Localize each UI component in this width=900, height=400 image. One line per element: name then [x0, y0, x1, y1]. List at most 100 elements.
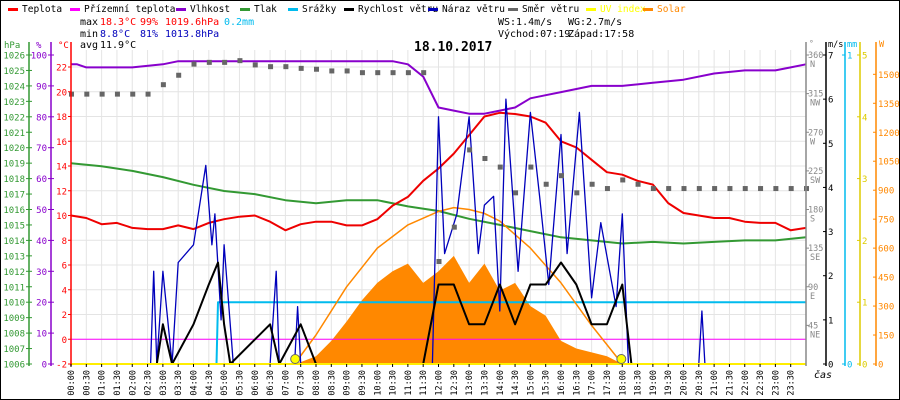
x-tick-label: 04:30: [205, 370, 215, 396]
solar-tick-label: 600: [878, 245, 894, 255]
humidity-tick-label: 30: [36, 268, 47, 278]
x-tick-label: 09:00: [343, 370, 353, 396]
x-axis-ticks: 00:00 00:30 01:00 01:30 02:00 02:30 03:00 03:30…: [67, 364, 797, 396]
wind-dir-point: [482, 156, 488, 161]
wind-dir-point: [84, 91, 90, 97]
solar-tick-label: 1350: [878, 100, 900, 110]
stats-max-label: max: [80, 17, 98, 28]
wind-dir-point: [589, 181, 595, 187]
x-tick-label: 19:00: [649, 370, 659, 396]
temperature-tick-label: 8: [62, 237, 67, 247]
humidity-tick-label: 20: [36, 299, 47, 309]
stats-avg-temp: 11.9°C: [100, 40, 136, 51]
legend-label: Solar: [657, 4, 686, 15]
humidity-tick-label: 40: [36, 237, 47, 247]
x-tick-label: 14:30: [511, 370, 521, 396]
legend-item: Teplota: [8, 4, 62, 15]
wind-dir-point: [451, 224, 457, 230]
wind-dir-point: [222, 59, 228, 65]
x-tick-label: 12:00: [435, 370, 445, 396]
solar-tick-label: 750: [878, 216, 894, 226]
wind_speed-tick-label: 7: [828, 52, 833, 62]
pressure-tick-label: 1016: [3, 206, 25, 216]
wind-dir-point: [788, 186, 794, 192]
wind-dir-point: [329, 68, 335, 74]
wind-dir-tick-label: 315: [808, 90, 823, 100]
pressure-tick-label: 1020: [3, 144, 25, 154]
legend-item: Srážky: [288, 4, 337, 15]
wind-dir-point: [604, 186, 610, 192]
wind-dir-tick-label: NE: [810, 330, 820, 340]
chart-title: 18.10.2017: [414, 40, 492, 55]
wind-dir-point: [130, 91, 136, 97]
x-tick-label: 05:30: [235, 370, 245, 396]
x-tick-label: 07:30: [297, 370, 307, 396]
temperature-tick-label: 20: [56, 88, 67, 98]
legend-item: UV index: [586, 4, 646, 15]
wind-dir-point: [405, 70, 411, 76]
wind_speed-tick-label: 5: [828, 140, 833, 150]
wind-dir-point: [559, 173, 564, 179]
x-tick-label: 12:30: [450, 370, 460, 396]
humidity-tick-label: 80: [36, 113, 47, 123]
wind_speed-tick-label: 2: [828, 272, 833, 282]
temperature-tick-label: 22: [56, 64, 67, 74]
x-tick-label: 21:00: [710, 370, 720, 396]
wind-dir-point: [283, 64, 289, 70]
wind-dir-tick-label: 90: [808, 283, 818, 293]
x-tick-label: 22:30: [756, 370, 766, 396]
wind-dir-point: [758, 186, 764, 192]
x-tick-label: 11:00: [404, 370, 414, 396]
pressure-tick-label: 1021: [3, 129, 25, 139]
x-tick-label: 16:00: [557, 370, 567, 396]
wind-dir-tick-label: W: [810, 137, 816, 147]
legend-label: Srážky: [302, 4, 337, 15]
x-tick-label: 09:30: [358, 370, 368, 396]
x-tick-label: 00:30: [82, 370, 92, 396]
pressure-tick-label: 1026: [3, 52, 25, 62]
wind-dir-tick-label: NW: [810, 99, 821, 109]
wind-dir-tick-label: 45: [808, 321, 818, 331]
solar-tick-label: 1500: [878, 71, 900, 81]
x-tick-label: 04:00: [190, 370, 200, 396]
x-tick-label: 15:00: [526, 370, 536, 396]
legend-item: Solar: [643, 4, 686, 15]
legend-swatch: [288, 8, 298, 11]
wind-dir-point: [543, 181, 549, 187]
wind-dir-point: [712, 186, 718, 192]
x-tick-label: 03:00: [159, 370, 169, 396]
solar-tick-label: 900: [878, 187, 894, 197]
wind-dir-point: [390, 70, 396, 76]
wind-dir-tick-label: E: [810, 292, 815, 302]
x-tick-label: 01:30: [113, 370, 123, 396]
wind-dir-point: [237, 58, 243, 64]
wind-dir-point: [252, 62, 258, 68]
x-tick-label: 20:30: [695, 370, 705, 396]
legend-label: Náraz větru: [442, 4, 505, 15]
wind-dir-point: [375, 70, 381, 76]
wind-dir-point: [191, 61, 197, 67]
x-tick-label: 10:30: [389, 370, 399, 396]
wind_speed-tick-label: 4: [828, 184, 833, 194]
rain-axis-unit: mm: [847, 40, 857, 50]
uv-tick-label: 2: [862, 237, 867, 247]
solar-area-fill: [294, 255, 623, 364]
axes: hPa1026102510241023102210211020101910181…: [3, 39, 899, 371]
uv-tick-label: 4: [862, 113, 867, 123]
stats-wg: WG:2.7m/s: [568, 17, 622, 28]
x-tick-label: 17:00: [588, 370, 598, 396]
wind_speed-tick-label: 3: [828, 228, 833, 238]
wind-dir-point: [528, 164, 534, 170]
x-tick-label: 02:30: [144, 370, 154, 396]
x-tick-label: 22:00: [741, 370, 751, 396]
solar-tick-label: 150: [878, 332, 894, 342]
wind_speed-tick-label: 0: [828, 361, 833, 371]
wind-dir-point: [145, 91, 151, 97]
solar-tick-label: 1200: [878, 129, 900, 139]
wind-dir-point: [176, 72, 182, 78]
legend-label: UV index: [600, 4, 646, 15]
x-tick-label: 07:00: [281, 370, 291, 396]
wind-dir-point: [650, 186, 656, 192]
x-tick-label: 16:30: [572, 370, 582, 396]
pressure-tick-label: 1017: [3, 191, 25, 201]
